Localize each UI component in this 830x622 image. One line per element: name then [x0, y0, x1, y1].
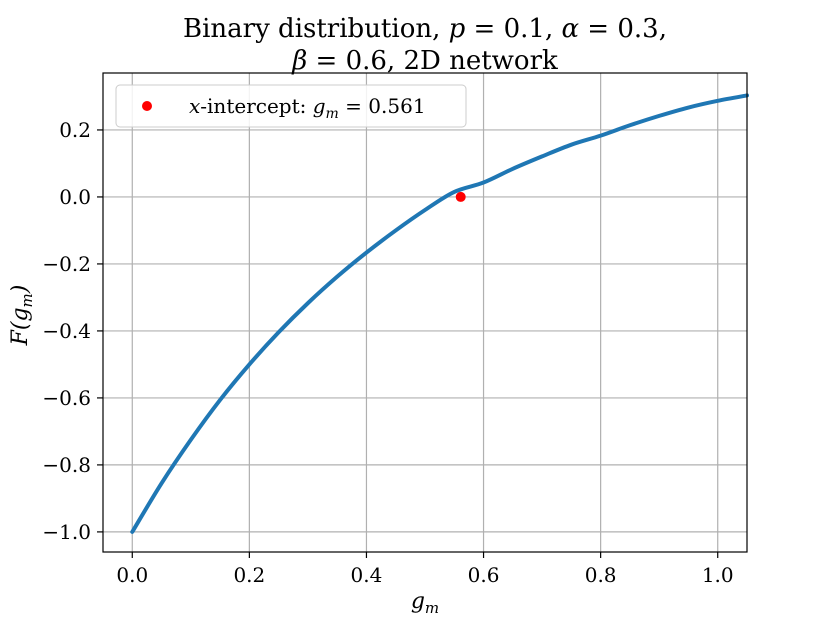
chart-title-line-1: Binary distribution, p = 0.1, α = 0.3, [183, 14, 667, 44]
series-group [130, 93, 749, 534]
x-tick-label: 0.6 [468, 563, 500, 587]
series-line [130, 93, 749, 534]
x-axis-label: gm [411, 589, 439, 617]
x-tick-label: 0.0 [116, 563, 148, 587]
y-tick-label: −1.0 [42, 520, 91, 544]
legend-label: x-intercept: gm = 0.561 [189, 94, 426, 122]
y-tick-label: −0.8 [42, 453, 91, 477]
x-tick-label: 1.0 [702, 563, 734, 587]
y-tick-label: 0.2 [59, 118, 91, 142]
legend-marker [142, 101, 152, 111]
y-axis-label: F(gm) [8, 285, 36, 347]
plot-frame [102, 72, 748, 553]
x-intercept-point [455, 191, 466, 202]
x-tick-label: 0.2 [233, 563, 265, 587]
x-tick-label: 0.4 [351, 563, 383, 587]
y-tick-label: −0.4 [42, 319, 91, 343]
y-tick-label: −0.6 [42, 386, 91, 410]
chart-title-line-2: β = 0.6, 2D network [291, 46, 558, 76]
y-tick-label: 0.0 [59, 185, 91, 209]
x-tick-label: 0.8 [585, 563, 617, 587]
y-tick-label: −0.2 [42, 252, 91, 276]
legend-box [115, 84, 467, 128]
axis-ticks: 0.0 0.2 0.4 0.6 0.8 1.0 0.2 0.0 −0.2 −0.4 −0.6 −0.8… [42, 118, 733, 587]
point-group [455, 191, 466, 202]
legend: x-intercept: gm = 0.561 [115, 84, 467, 128]
grid-lines [103, 73, 747, 552]
